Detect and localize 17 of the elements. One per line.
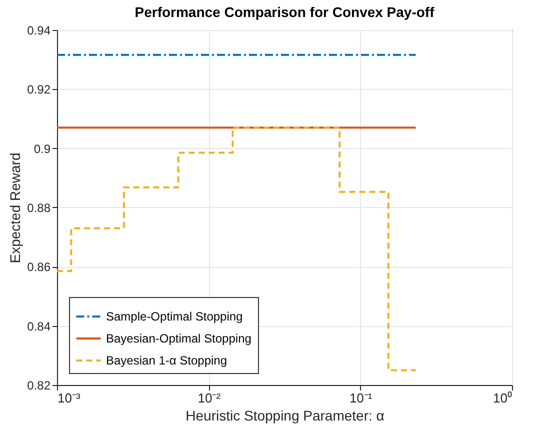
legend-label: Bayesian-Optimal Stopping [106, 332, 252, 346]
x-tick-label: 10⁻³ [58, 390, 81, 406]
y-tick-label: 0.82 [27, 378, 51, 392]
x-tick-label: 10⁻² [198, 390, 222, 406]
chart-title: Performance Comparison for Convex Pay-off [134, 4, 435, 20]
y-tick-label: 0.9 [34, 142, 51, 156]
x-tick-label: 10⁰ [493, 390, 512, 406]
y-tick-label: 0.94 [27, 24, 51, 38]
x-axis-title: Heuristic Stopping Parameter: α [186, 408, 384, 424]
legend-label: Sample-Optimal Stopping [106, 310, 243, 324]
y-tick-label: 0.92 [27, 82, 51, 97]
y-axis-title: Expected Reward [7, 152, 24, 264]
legend-label: Bayesian 1-α Stopping [106, 354, 228, 368]
y-tick-label: 0.88 [27, 201, 51, 215]
x-tick-label: 10⁻¹ [349, 390, 373, 406]
y-tick-label: 0.86 [27, 260, 51, 274]
y-tick-label: 0.84 [27, 319, 51, 334]
